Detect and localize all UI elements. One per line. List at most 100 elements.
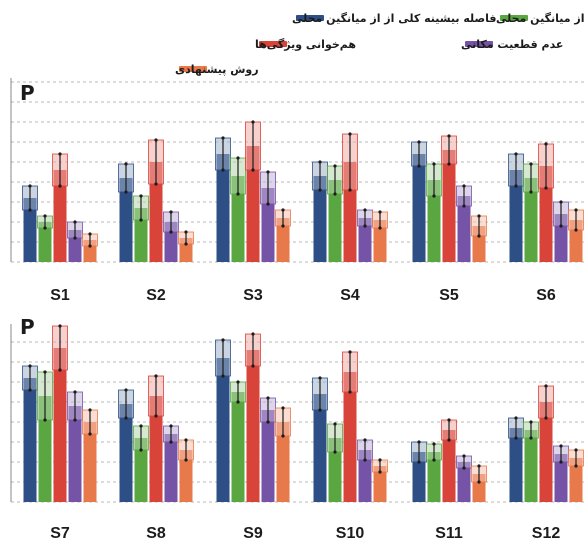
- error-cap: [88, 244, 92, 248]
- error-cap: [124, 388, 128, 392]
- error-cap: [363, 438, 367, 442]
- error-cap: [514, 436, 518, 440]
- error-cap: [417, 164, 421, 168]
- bar: [569, 458, 583, 502]
- error-cap: [318, 160, 322, 164]
- bar: [246, 350, 260, 502]
- error-cap: [58, 368, 62, 372]
- error-cap: [251, 332, 255, 336]
- error-cap: [154, 182, 158, 186]
- bar: [427, 452, 441, 502]
- error-cap: [477, 464, 481, 468]
- bar: [412, 452, 426, 502]
- bar: [38, 222, 52, 262]
- error-cap: [266, 202, 270, 206]
- category-label: S7: [50, 525, 70, 540]
- bar: [134, 208, 148, 262]
- legend-swatch: [500, 15, 528, 21]
- bar: [539, 402, 553, 502]
- error-cap: [154, 414, 158, 418]
- error-cap: [559, 224, 563, 228]
- error-cap: [432, 458, 436, 462]
- error-cap: [139, 424, 143, 428]
- error-cap: [559, 200, 563, 204]
- error-cap: [432, 162, 436, 166]
- bar: [231, 176, 245, 262]
- error-cap: [529, 436, 533, 440]
- bar: [358, 218, 372, 262]
- bar: [358, 450, 372, 502]
- error-cap: [378, 210, 382, 214]
- error-cap: [266, 396, 270, 400]
- error-cap: [559, 460, 563, 464]
- error-cap: [184, 230, 188, 234]
- error-cap: [73, 390, 77, 394]
- legend-label: هم‌خوانی ویژگی‌ها: [255, 38, 356, 51]
- error-cap: [514, 152, 518, 156]
- error-cap: [251, 120, 255, 124]
- error-cap: [462, 204, 466, 208]
- bar: [328, 438, 342, 502]
- error-cap: [514, 184, 518, 188]
- error-cap: [28, 388, 32, 392]
- category-label: S2: [146, 287, 166, 304]
- error-cap: [544, 186, 548, 190]
- bar: [149, 396, 163, 502]
- error-cap: [574, 464, 578, 468]
- error-cap: [529, 190, 533, 194]
- bar: [261, 188, 275, 262]
- error-cap: [477, 480, 481, 484]
- bar: [524, 430, 538, 502]
- bar: [373, 466, 387, 502]
- error-cap: [348, 132, 352, 136]
- bar: [509, 170, 523, 262]
- error-cap: [88, 408, 92, 412]
- bar: [134, 438, 148, 502]
- error-cap: [251, 364, 255, 368]
- error-cap: [154, 138, 158, 142]
- bar: [119, 178, 133, 262]
- bar: [53, 348, 67, 502]
- bar: [53, 170, 67, 262]
- error-cap: [348, 390, 352, 394]
- error-cap: [281, 224, 285, 228]
- bar: [457, 462, 471, 502]
- error-cap: [363, 224, 367, 228]
- error-cap: [447, 418, 451, 422]
- error-cap: [139, 194, 143, 198]
- error-cap: [236, 380, 240, 384]
- bar: [23, 378, 37, 502]
- bar: [509, 428, 523, 502]
- category-label: S11: [435, 525, 463, 540]
- bar: [83, 422, 97, 502]
- error-cap: [184, 438, 188, 442]
- error-cap: [333, 450, 337, 454]
- error-cap: [88, 232, 92, 236]
- error-cap: [221, 136, 225, 140]
- error-cap: [432, 194, 436, 198]
- legend-swatch: [465, 41, 493, 47]
- bar: [343, 372, 357, 502]
- error-cap: [266, 420, 270, 424]
- error-cap: [169, 424, 173, 428]
- y-axis-label: P: [20, 81, 35, 105]
- error-cap: [43, 226, 47, 230]
- error-cap: [124, 416, 128, 420]
- error-cap: [73, 418, 77, 422]
- error-cap: [363, 458, 367, 462]
- error-cap: [281, 208, 285, 212]
- error-cap: [544, 142, 548, 146]
- bar: [246, 146, 260, 262]
- error-cap: [318, 376, 322, 380]
- error-cap: [477, 214, 481, 218]
- legend-swatch: [259, 41, 287, 47]
- error-cap: [28, 364, 32, 368]
- error-cap: [378, 470, 382, 474]
- bar: [539, 166, 553, 262]
- error-cap: [378, 458, 382, 462]
- category-label: S4: [340, 287, 360, 304]
- error-cap: [43, 418, 47, 422]
- error-cap: [28, 208, 32, 212]
- bar: [231, 392, 245, 502]
